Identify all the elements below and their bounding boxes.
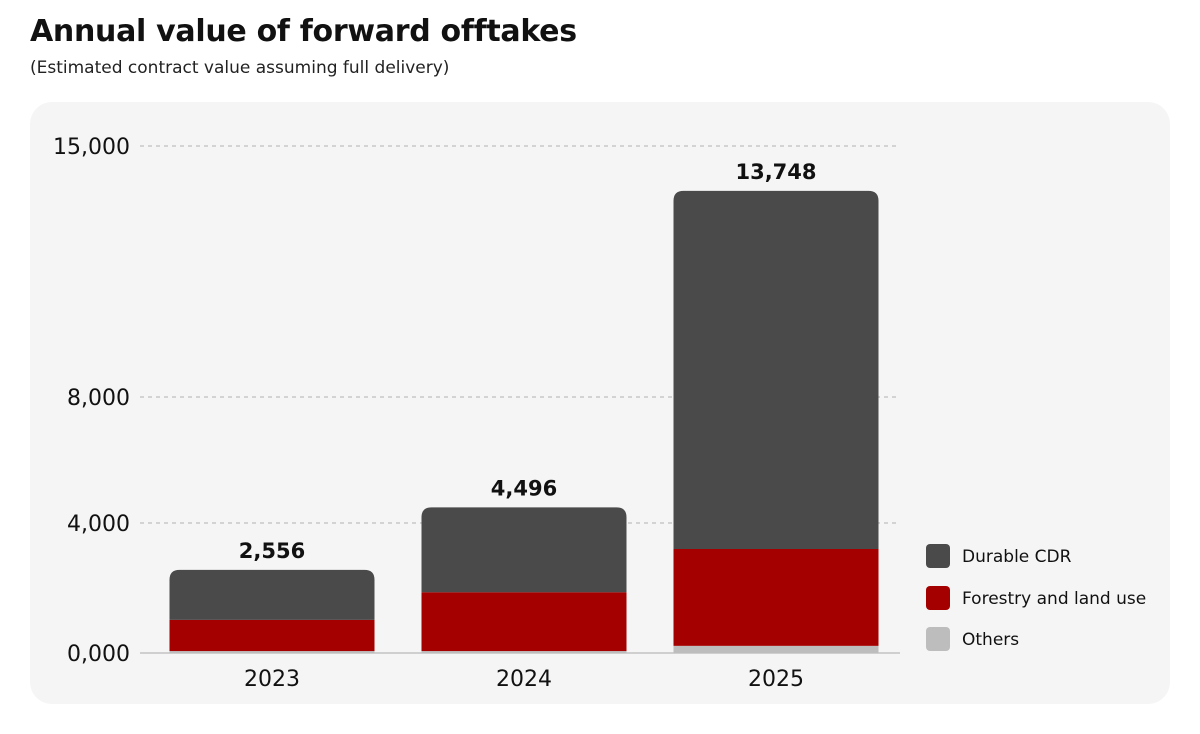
legend-label: Forestry and land use xyxy=(962,589,1146,609)
bar-segment-durable-cdr xyxy=(673,190,879,550)
bar-total-label: 2,556 xyxy=(239,539,305,563)
y-axis-ticks: 0,000 4,000 8,000 15,000 xyxy=(53,135,130,667)
legend-swatch xyxy=(926,627,950,651)
bar-segment-forestry xyxy=(673,549,879,646)
legend-swatch xyxy=(926,586,950,610)
bar-segment-durable-cdr xyxy=(169,569,375,620)
bar-segment-durable-cdr xyxy=(421,507,627,593)
bar-total-label: 13,748 xyxy=(735,160,816,184)
bar-segment-others xyxy=(169,651,375,653)
y-tick-label: 4,000 xyxy=(67,512,130,537)
x-tick-label: 2025 xyxy=(748,667,804,692)
bar-segment-forestry xyxy=(169,619,375,652)
y-tick-label: 0,000 xyxy=(67,642,130,667)
x-tick-label: 2024 xyxy=(496,667,552,692)
bar-segment-others xyxy=(673,645,879,653)
chart-subtitle: (Estimated contract value assuming full … xyxy=(30,58,450,78)
bar-total-label: 4,496 xyxy=(491,476,557,500)
legend-label: Others xyxy=(962,630,1019,650)
legend-label: Durable CDR xyxy=(962,547,1072,567)
legend-swatch xyxy=(926,544,950,568)
bar-segment-others xyxy=(421,651,627,653)
total-labels: 2,556 4,496 13,748 xyxy=(239,160,817,563)
y-tick-label: 8,000 xyxy=(67,386,130,411)
y-tick-label: 15,000 xyxy=(53,135,130,160)
chart-title: Annual value of forward offtakes xyxy=(30,14,577,49)
x-axis-labels: 2023 2024 2025 xyxy=(244,667,804,692)
bars xyxy=(169,190,879,653)
x-tick-label: 2023 xyxy=(244,667,300,692)
bar-segment-forestry xyxy=(421,592,627,652)
legend: Durable CDR Forestry and land use Others xyxy=(926,544,1146,651)
